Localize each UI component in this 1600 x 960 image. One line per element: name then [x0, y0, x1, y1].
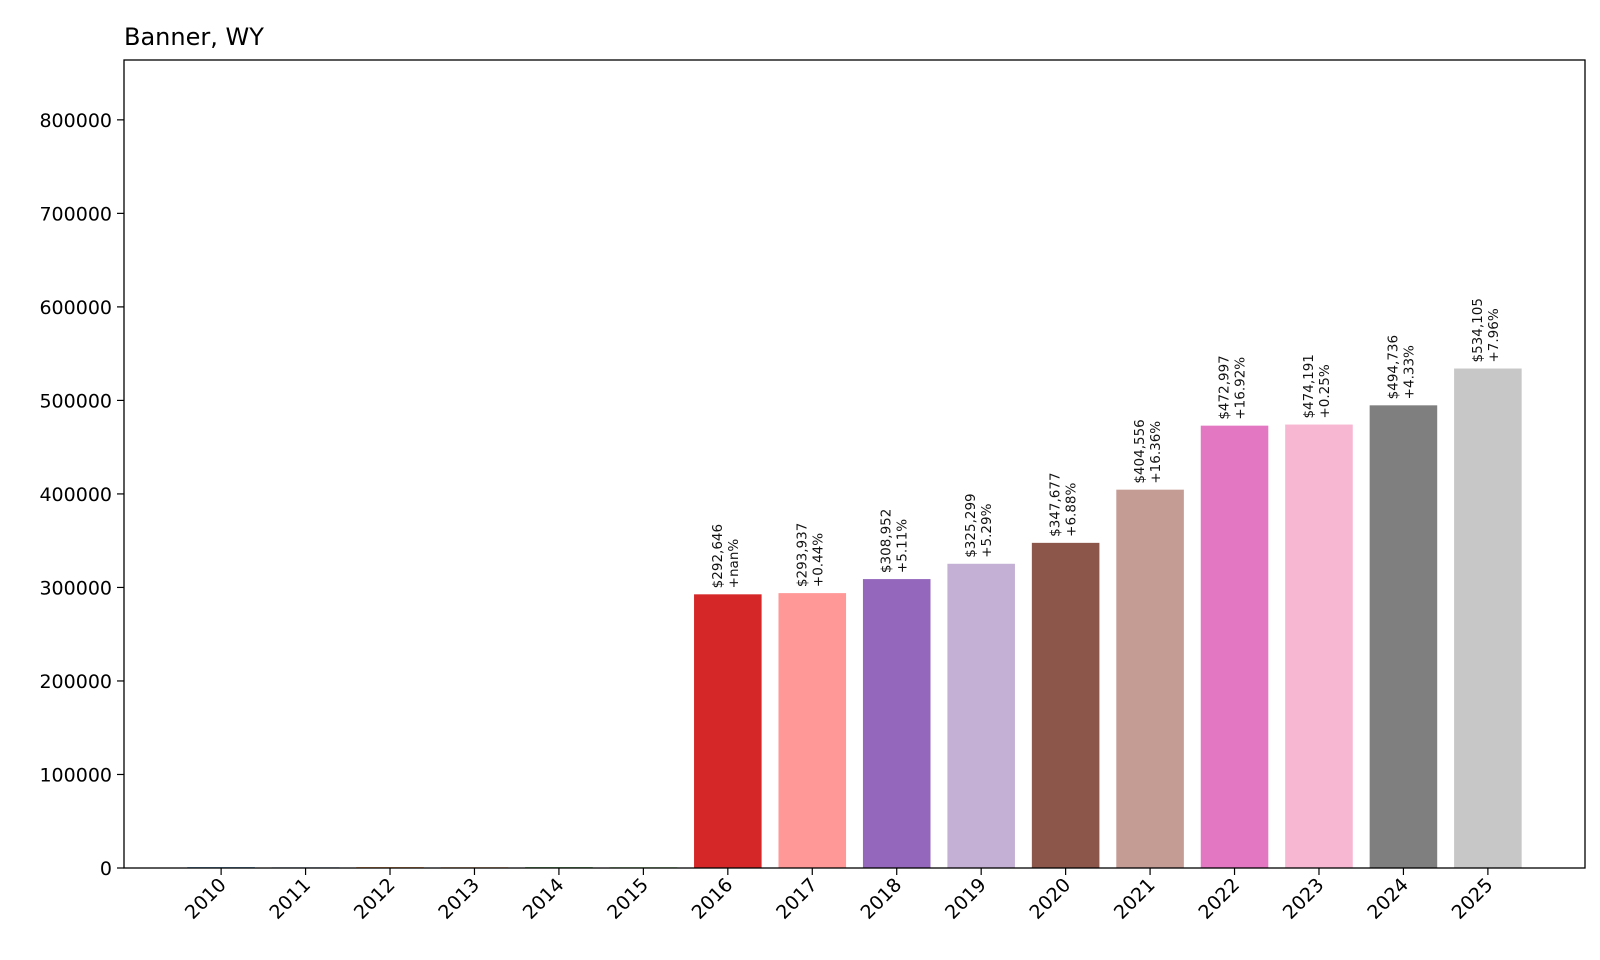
- y-axis: 0 100000 200000 300000 400000 500000 600000 700…: [39, 110, 124, 880]
- bar-change-label-2017: +0.44%: [810, 533, 826, 587]
- bar-2024: [1369, 405, 1438, 868]
- x-tick-label: 2016: [688, 874, 738, 924]
- y-tick-label: 700000: [39, 203, 112, 225]
- bar-labels-group: $292,646 +nan% $293,937 +0.44% $308,952 +5.11…: [710, 298, 1502, 588]
- bar-change-label-2019: +5.29%: [979, 503, 995, 557]
- bar-value-label-2018: $308,952: [879, 509, 895, 573]
- x-tick-label: 2022: [1194, 874, 1244, 924]
- y-tick-label: 400000: [39, 484, 112, 506]
- bar-value-label-2021: $404,556: [1132, 419, 1148, 483]
- bar-change-label-2018: +5.11%: [895, 519, 911, 573]
- bar-2016: [694, 594, 762, 868]
- y-tick-label: 600000: [39, 297, 112, 319]
- bar-change-label-2022: +16.92%: [1233, 357, 1249, 420]
- bar-value-label-2024: $494,736: [1385, 335, 1401, 399]
- x-tick-label: 2010: [181, 874, 231, 924]
- bar-value-label-2023: $474,191: [1301, 354, 1317, 418]
- bar-value-label-2017: $293,937: [794, 523, 810, 587]
- x-tick-label: 2018: [857, 874, 907, 924]
- bars-group: [187, 368, 1522, 868]
- bar-2020: [1031, 542, 1100, 868]
- bar-change-label-2024: +4.33%: [1401, 345, 1417, 399]
- bar-2025: [1454, 368, 1522, 868]
- x-tick-label: 2020: [1025, 874, 1075, 924]
- bar-value-label-2022: $472,997: [1217, 355, 1233, 419]
- x-tick-label: 2015: [603, 874, 653, 924]
- x-tick-label: 2011: [265, 874, 315, 924]
- x-axis: 2010 2011 2012 2013 2014 2015 2016 2017 2018 2019…: [181, 868, 1498, 924]
- x-tick-label: 2017: [772, 874, 822, 924]
- x-tick-label: 2024: [1363, 874, 1413, 924]
- x-tick-label: 2019: [941, 874, 991, 924]
- x-tick-label: 2013: [434, 874, 484, 924]
- bar-2018: [862, 579, 931, 868]
- bar-change-label-2016: +nan%: [726, 539, 742, 589]
- bar-value-label-2025: $534,105: [1470, 298, 1486, 362]
- bar-change-label-2025: +7.96%: [1486, 308, 1502, 362]
- y-tick-label: 100000: [39, 764, 112, 786]
- y-tick-label: 500000: [39, 390, 112, 412]
- bar-2017: [778, 593, 847, 868]
- x-tick-label: 2021: [1110, 874, 1160, 924]
- bar-change-label-2023: +0.25%: [1317, 364, 1333, 418]
- bar-value-label-2016: $292,646: [710, 524, 726, 588]
- bar-value-label-2019: $325,299: [963, 493, 979, 557]
- bar-2022: [1200, 425, 1269, 868]
- bar-2023: [1285, 424, 1353, 868]
- bar-value-label-2020: $347,677: [1048, 472, 1064, 536]
- bar-change-label-2021: +16.36%: [1148, 421, 1164, 484]
- y-tick-label: 200000: [39, 671, 112, 693]
- bar-change-label-2020: +6.88%: [1064, 482, 1080, 536]
- bar-2021: [1116, 489, 1184, 868]
- chart-title: Banner, WY: [124, 23, 264, 51]
- x-tick-label: 2025: [1448, 874, 1498, 924]
- y-tick-label: 300000: [39, 577, 112, 599]
- x-tick-label: 2014: [519, 874, 569, 924]
- plot-frame: [123, 59, 1586, 869]
- y-tick-label: 0: [100, 858, 112, 880]
- x-tick-label: 2012: [350, 874, 400, 924]
- y-tick-label: 800000: [39, 110, 112, 132]
- x-tick-label: 2023: [1279, 874, 1329, 924]
- bar-2019: [947, 563, 1015, 868]
